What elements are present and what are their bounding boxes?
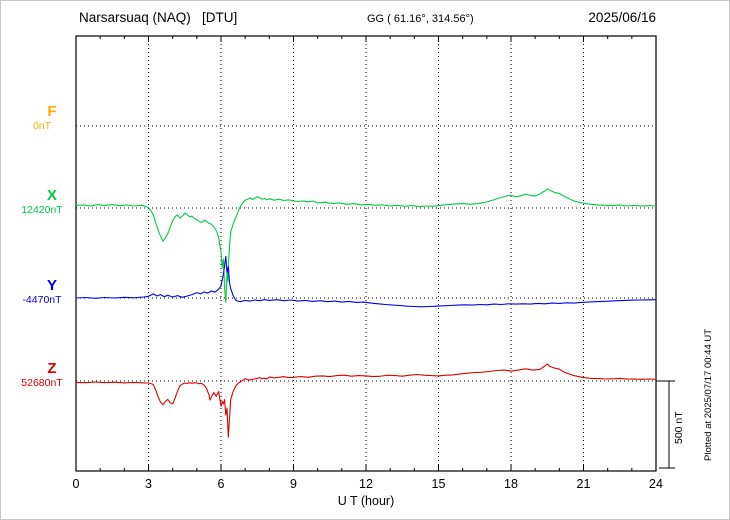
z-trace xyxy=(75,363,657,438)
channel-F-baseline: 0nT xyxy=(32,120,52,132)
channel-X: X 12420nT xyxy=(7,187,77,217)
x-tick-label: 9 xyxy=(290,477,297,491)
scale-bar-label: 500 nT xyxy=(673,411,685,445)
x-tick-label: 3 xyxy=(145,477,152,491)
channel-X-label: X xyxy=(46,187,57,204)
x-tick-label: 15 xyxy=(432,477,446,491)
channel-Y: Y -4470nT xyxy=(7,277,77,307)
channel-F-label: F xyxy=(47,103,57,120)
channel-Y-label: Y xyxy=(46,277,57,294)
channel-Z-baseline: 52680nT xyxy=(21,377,63,389)
x-tick-label: 21 xyxy=(577,477,591,491)
plot-date: 2025/06/16 xyxy=(588,10,656,25)
station-title: Narsarsuaq (NAQ) [DTU] xyxy=(79,10,238,25)
channel-F: F 0nT xyxy=(7,103,77,133)
channel-Z-label: Z xyxy=(47,360,57,377)
plot-frame xyxy=(75,35,657,472)
plotted-at-note: Plotted at 2025/07/17 00:44 UT xyxy=(703,328,714,462)
x-trace xyxy=(75,188,657,303)
x-tick-label: 6 xyxy=(218,477,225,491)
channel-X-baseline: 12420nT xyxy=(21,204,63,216)
geo-coordinates: GG ( 61.16°, 314.56°) xyxy=(367,13,474,25)
x-tick-label: 18 xyxy=(504,477,518,491)
channel-Y-baseline: -4470nT xyxy=(22,294,62,306)
channel-Z: Z 52680nT xyxy=(7,360,77,390)
x-tick-label: 24 xyxy=(649,477,663,491)
y-trace xyxy=(75,255,657,308)
x-tick-label: 0 xyxy=(73,477,80,491)
x-axis-title: U T (hour) xyxy=(337,494,395,508)
x-tick-label: 12 xyxy=(359,477,373,491)
